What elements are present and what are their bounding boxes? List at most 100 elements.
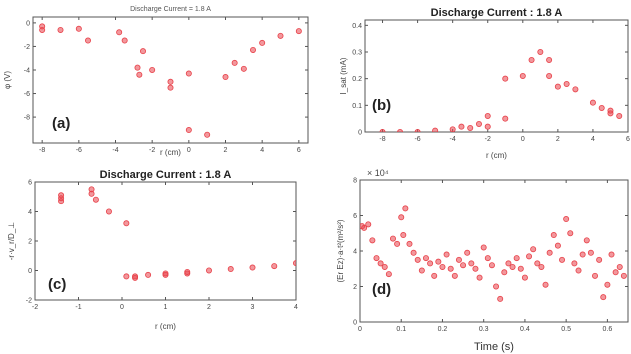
data-point	[563, 81, 570, 88]
data-point	[75, 25, 82, 32]
data-point	[240, 65, 247, 72]
data-point	[596, 256, 603, 263]
data-point	[204, 131, 211, 138]
data-point	[406, 240, 413, 247]
data-point	[521, 274, 528, 281]
x-tick-label: -2	[149, 147, 155, 154]
y-tick-label: 0	[28, 268, 32, 275]
x-tick-label: 0.4	[520, 326, 530, 333]
data-point	[427, 260, 434, 267]
x-axis-label: r (cm)	[486, 151, 507, 160]
data-point	[57, 26, 64, 33]
data-point	[559, 256, 566, 263]
data-point	[379, 129, 386, 132]
x-tick-label: -2	[32, 304, 38, 311]
data-point	[385, 271, 392, 278]
x-tick-label: -4	[112, 147, 118, 154]
data-point	[519, 73, 526, 80]
data-point	[579, 251, 586, 258]
data-point	[497, 295, 504, 302]
x-tick-label: 0	[120, 304, 124, 311]
data-point	[121, 37, 128, 44]
data-point	[205, 267, 212, 274]
data-point	[608, 251, 615, 258]
data-point	[616, 263, 623, 270]
data-point	[249, 264, 256, 271]
data-point	[455, 256, 462, 263]
y-tick-label: 0.4	[352, 23, 362, 30]
data-point	[361, 224, 368, 231]
panel-3: 0 0.1 0.2 0.3 0.4 0.5 0.6 0 2 4 6 8 Time (s) (Er Ez)·…	[336, 168, 629, 353]
data-point	[271, 263, 278, 270]
data-point	[598, 105, 605, 112]
panel-label: (c)	[48, 276, 66, 293]
data-point	[517, 265, 524, 272]
data-point	[538, 263, 545, 270]
data-point	[116, 29, 123, 36]
data-point	[431, 272, 438, 279]
x-axis-label: r (cm)	[155, 322, 176, 331]
data-point	[488, 262, 495, 269]
x-tick-label: 4	[294, 304, 298, 311]
data-point	[475, 121, 482, 128]
data-point	[58, 198, 65, 205]
data-point	[397, 129, 404, 132]
data-points	[379, 49, 623, 132]
data-point	[589, 99, 596, 106]
data-point	[123, 220, 130, 227]
data-point	[476, 274, 483, 281]
y-tick-label: 4	[353, 249, 357, 256]
data-point	[484, 113, 491, 120]
plot-frame	[32, 16, 309, 144]
x-tick-label: 0.3	[479, 326, 489, 333]
data-point	[484, 123, 491, 130]
data-point	[414, 129, 421, 132]
data-point	[542, 281, 549, 288]
data-point	[505, 260, 512, 267]
x-tick-label: 0.2	[438, 326, 448, 333]
data-point	[567, 230, 574, 237]
x-tick-label: -1	[75, 304, 81, 311]
data-point	[136, 71, 143, 78]
data-point	[449, 126, 456, 132]
data-points	[58, 186, 296, 281]
data-point	[587, 249, 594, 256]
data-point	[123, 273, 130, 280]
data-point	[139, 48, 146, 55]
x-tick-label: -4	[450, 136, 456, 143]
plot-frame	[34, 181, 297, 301]
data-point	[616, 113, 623, 120]
y-tick-label: -4	[24, 67, 30, 74]
data-point	[563, 216, 570, 223]
data-point	[571, 260, 578, 267]
data-point	[184, 268, 191, 275]
data-point	[575, 267, 582, 274]
y-tick-label: -6	[24, 91, 30, 98]
data-point	[377, 260, 384, 267]
data-point	[451, 272, 458, 279]
data-point	[402, 205, 409, 212]
y-tick-label: 0	[358, 130, 362, 137]
x-axis-label: r (cm)	[160, 148, 181, 157]
data-point	[502, 115, 509, 122]
x-tick-label: 0	[187, 147, 191, 154]
data-point	[222, 74, 229, 81]
data-point	[389, 235, 396, 242]
data-point	[554, 83, 561, 90]
data-point	[537, 49, 544, 56]
y-tick-label: 2	[353, 284, 357, 291]
panel-label: (b)	[372, 97, 391, 114]
data-point	[105, 208, 112, 215]
y-tick-label: 6	[353, 213, 357, 220]
data-point	[530, 246, 537, 253]
data-point	[435, 258, 442, 265]
data-point	[460, 262, 467, 269]
data-point	[546, 57, 553, 64]
x-tick-label: 4	[260, 147, 264, 154]
y-tick-label: 0.3	[352, 50, 362, 57]
data-point	[381, 263, 388, 270]
data-point	[295, 28, 302, 35]
data-point	[458, 123, 465, 130]
x-tick-label: 0.1	[396, 326, 406, 333]
data-point	[447, 265, 454, 272]
